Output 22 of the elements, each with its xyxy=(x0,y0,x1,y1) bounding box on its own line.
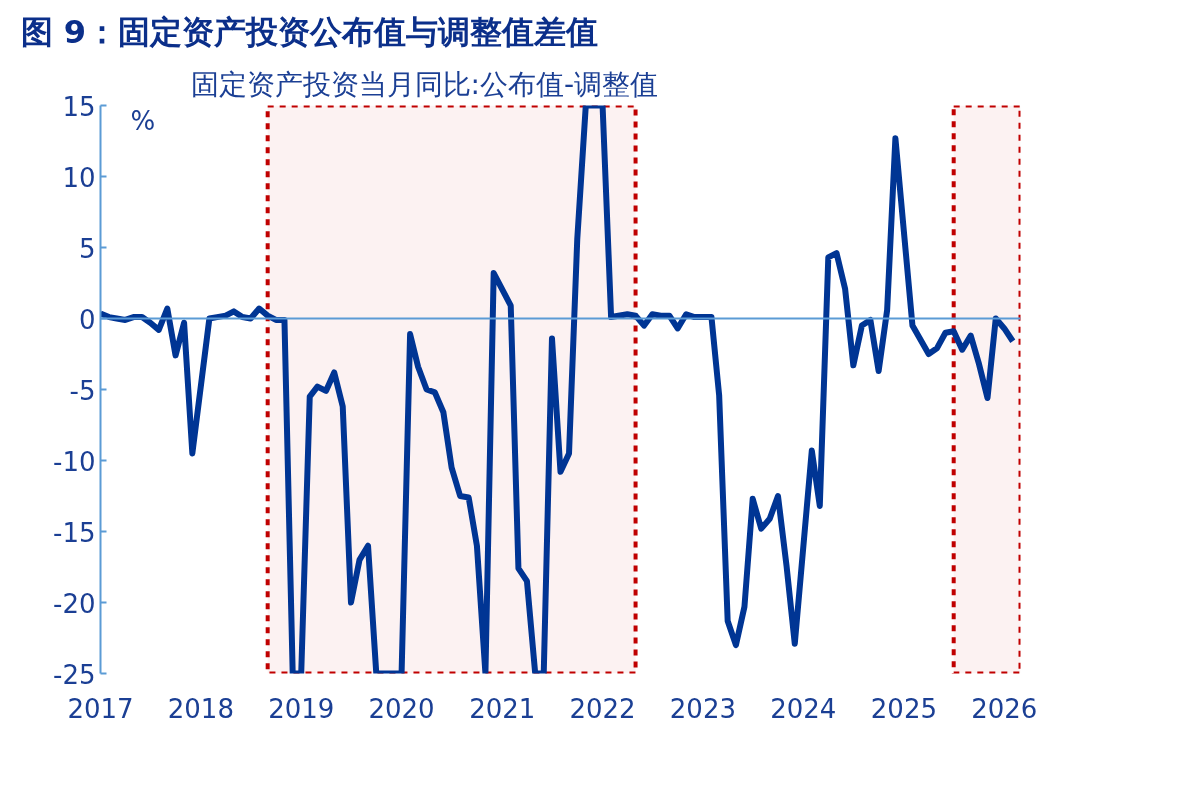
x-tick-label: 2018 xyxy=(167,693,234,724)
y-tick-label: -10 xyxy=(53,446,96,477)
chart-title: 图 9：固定资产投资公布值与调整值差值 xyxy=(20,12,598,51)
x-tick-label: 2026 xyxy=(971,693,1038,724)
chart-subtitle: 固定资产投资当月同比:公布值-调整值 xyxy=(190,67,659,101)
y-tick-label: 10 xyxy=(62,162,96,193)
x-tick-label: 2024 xyxy=(770,693,837,724)
x-tick-label: 2021 xyxy=(469,693,536,724)
x-tick-label: 2025 xyxy=(870,693,938,724)
y-tick-label: 5 xyxy=(78,233,96,264)
x-tick-label: 2017 xyxy=(67,693,134,724)
y-tick-label: -15 xyxy=(53,517,96,548)
y-axis-title: % xyxy=(130,105,156,136)
x-tick-label: 2019 xyxy=(268,693,335,724)
y-tick-label: 15 xyxy=(62,91,96,122)
y-tick-label: 0 xyxy=(78,304,96,335)
y-tick-label: -25 xyxy=(53,659,96,690)
y-tick-label: -5 xyxy=(69,375,96,406)
x-tick-label: 2020 xyxy=(368,693,435,724)
x-tick-label: 2022 xyxy=(569,693,636,724)
y-tick-label: -20 xyxy=(53,588,96,619)
x-tick-label: 2023 xyxy=(669,693,737,724)
